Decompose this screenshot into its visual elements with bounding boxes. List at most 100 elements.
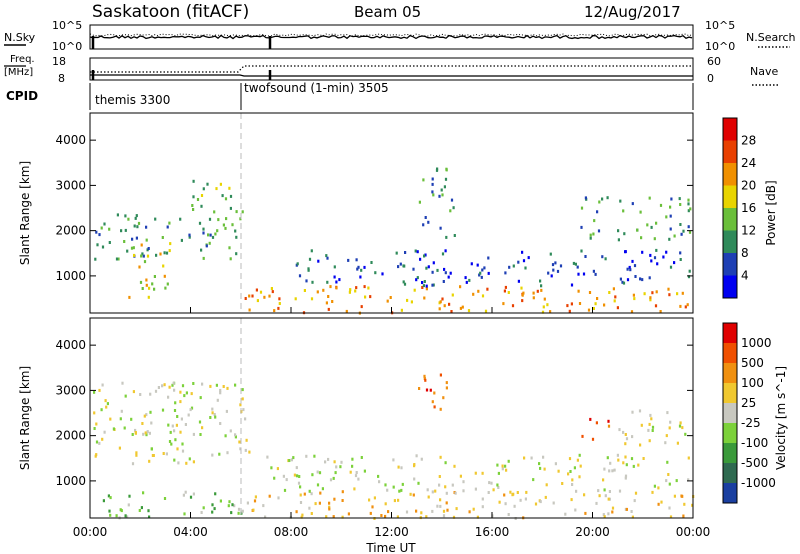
scatter-cell [431, 283, 434, 287]
scatter-cell [542, 305, 545, 309]
scatter-cell [310, 249, 313, 253]
scatter-cell [476, 263, 479, 267]
scatter-cell [431, 190, 434, 194]
scatter-cell [688, 269, 691, 273]
scatter-cell [93, 411, 96, 415]
power-colorbar: 4 8 12 16 20 24 28 [722, 117, 756, 299]
date-title: 12/Aug/2017 [584, 3, 681, 21]
scatter-cell [655, 290, 658, 294]
scatter-cell [153, 275, 156, 278]
scatter-cell [608, 291, 611, 294]
x-tick-label: 08:00 [274, 525, 309, 539]
scatter-cell [368, 498, 371, 502]
scatter-cell [235, 210, 238, 214]
scatter-cell [580, 249, 583, 253]
scatter-cell [318, 501, 321, 505]
scatter-cell [576, 458, 579, 462]
scatter-cell [180, 417, 183, 421]
scatter-cell [174, 438, 177, 442]
scatter-cell [169, 242, 172, 246]
power-y-axis: 1000 2000 3000 4000 [55, 133, 693, 283]
scatter-cell [431, 509, 434, 513]
scatter-cell [290, 458, 293, 462]
x-tick-label: 16:00 [475, 525, 510, 539]
scatter-cell [618, 428, 621, 432]
scatter-cell [631, 259, 634, 263]
scatter-cell [241, 388, 244, 392]
scatter-cell [665, 434, 668, 438]
scatter-cell [445, 381, 448, 385]
scatter-cell [177, 461, 180, 465]
scatter-cell [447, 275, 450, 279]
scatter-cell [623, 232, 626, 236]
scatter-cell [334, 471, 337, 475]
scatter-cell [651, 490, 654, 494]
scatter-cell [248, 294, 251, 298]
scatter-cell [157, 386, 160, 389]
scatter-cell [669, 205, 672, 209]
scatter-cell [653, 237, 656, 241]
scatter-cell [168, 249, 171, 253]
scatter-cell [453, 464, 456, 468]
scatter-cell [294, 297, 297, 301]
scatter-cell [508, 265, 511, 269]
scatter-cell [441, 297, 444, 301]
scatter-cell [486, 287, 489, 291]
scatter-cell [540, 288, 543, 292]
scatter-cell [561, 482, 564, 485]
scatter-cell [278, 302, 281, 305]
scatter-cell [691, 503, 694, 507]
scatter-cell [228, 246, 231, 250]
scatter-cell [188, 233, 191, 237]
scatter-cell [607, 497, 610, 501]
scatter-cell [174, 401, 177, 405]
scatter-cell [103, 430, 106, 434]
scatter-cell [393, 499, 396, 503]
scatter-cell [163, 274, 166, 278]
scatter-cell [355, 258, 358, 262]
scatter-cell [439, 373, 442, 377]
scatter-cell [670, 197, 673, 201]
scatter-cell [148, 459, 151, 463]
power-colorbar-label: Power [dB] [764, 180, 778, 245]
scatter-cell [633, 297, 636, 301]
scatter-cell [665, 479, 668, 483]
scatter-cell [634, 491, 638, 495]
colorbar-frame [722, 117, 738, 299]
scatter-cell [679, 258, 682, 261]
scatter-cell [505, 468, 508, 472]
scatter-cell [444, 271, 447, 275]
scatter-cell [632, 464, 635, 468]
scatter-cell [660, 500, 663, 504]
scatter-cell [596, 210, 599, 214]
colorbar-frame [722, 322, 738, 504]
freq-unit: [MHz] [4, 67, 33, 78]
scatter-cell [564, 512, 567, 516]
velocity-frame [89, 317, 694, 519]
scatter-cell [190, 406, 194, 410]
scatter-cell [650, 259, 653, 263]
scatter-cell [216, 229, 219, 233]
scatter-cell [507, 459, 510, 463]
scatter-cell [191, 204, 194, 207]
scatter-cell [181, 442, 184, 446]
scatter-cell [95, 453, 98, 457]
scatter-cell [305, 279, 308, 283]
colorbar-swatch [723, 423, 737, 444]
scatter-cell [577, 289, 580, 293]
scatter-cell [608, 490, 611, 493]
scatter-cell [584, 255, 587, 258]
scatter-cell [147, 247, 150, 250]
scatter-cell [501, 467, 504, 471]
scatter-cell [181, 449, 185, 453]
scatter-cell [229, 206, 232, 210]
scatter-cell [679, 304, 682, 308]
scatter-cell [364, 295, 367, 299]
colorbar-tick-label: 100 [741, 376, 764, 390]
scatter-cell [601, 197, 604, 201]
scatter-cell [93, 390, 96, 394]
scatter-cell [539, 279, 542, 283]
scatter-cell [268, 494, 271, 498]
scatter-cell [378, 480, 381, 484]
scatter-cell [570, 302, 573, 306]
